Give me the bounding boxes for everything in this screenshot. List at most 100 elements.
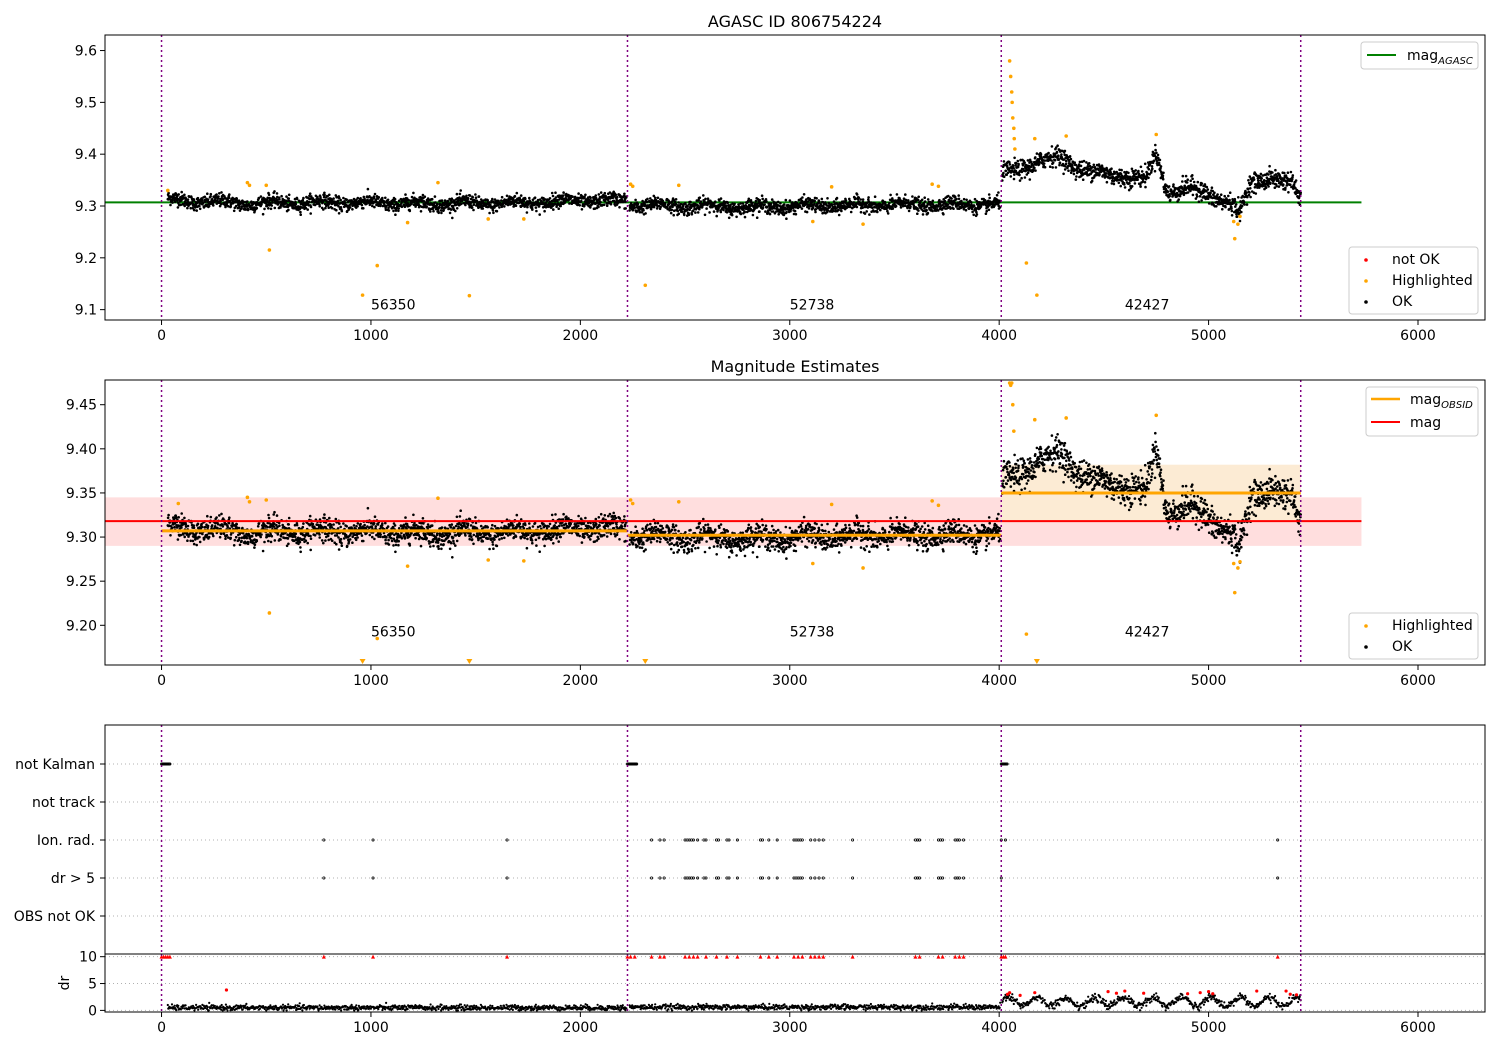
ok-point [313,534,317,537]
ok-point [594,194,598,197]
ok-point [1092,163,1096,167]
ok-point [437,211,441,215]
highlighted-point [930,182,934,187]
ok-point [253,543,257,546]
ok-point [741,202,745,205]
ok-point [703,213,707,217]
ok-point [983,199,987,202]
ok-point [228,193,231,196]
ok-point [384,196,387,200]
ok-point [465,194,468,198]
highlighted-point [486,217,491,221]
ok-point [1009,175,1013,178]
ok-point [275,514,279,517]
ok-point [227,521,231,525]
ok-point [602,203,606,207]
ok-point [1240,210,1243,214]
ok-point [589,196,592,199]
ok-point [352,524,356,527]
ok-point [471,196,475,199]
ok-point [925,208,928,212]
ok-point [459,189,463,192]
ok-point [1267,185,1270,188]
highlighted-point [936,184,941,189]
ok-point [1039,152,1043,156]
ok-point [449,208,453,211]
ok-point [500,199,503,202]
ok-point [234,535,238,539]
ok-point [227,196,231,200]
ok-point [1069,171,1073,174]
ok-point [1008,163,1012,166]
ok-point [177,193,180,196]
ok-point [1198,195,1202,198]
ok-point [551,194,555,198]
ok-point [318,205,322,208]
ok-point [867,196,870,199]
ok-point [957,194,960,197]
panel-agasc-ok-points [166,143,1302,223]
ok-point [524,197,527,201]
ok-point [815,197,818,200]
y-tick-label: 9.4 [75,147,97,163]
ok-point [407,198,411,202]
ok-point [837,213,841,217]
ok-point [345,544,349,548]
highlighted-point [630,184,635,189]
ok-point [1087,162,1091,165]
ok-point [997,191,1000,194]
ok-point [351,541,354,544]
ok-point [670,208,674,212]
ok-point [794,212,798,216]
ok-point [307,200,311,204]
ok-point [805,210,809,214]
ok-point [192,208,196,212]
ok-point [1154,148,1157,152]
ok-point [676,209,680,213]
ok-point [972,213,975,217]
ok-point [965,198,968,202]
ok-point [255,207,259,210]
ok-point [466,196,470,200]
ok-point [219,532,223,536]
ok-point [801,196,804,199]
ok-point [1043,165,1047,169]
ok-point [950,197,953,200]
ok-point [770,198,774,201]
ok-point [1197,200,1201,203]
ok-point [270,204,274,207]
ok-point [327,206,331,209]
ok-point [646,197,649,201]
ok-point [714,200,717,203]
ok-point [514,204,518,207]
ok-point [263,540,266,544]
highlighted-point [1007,59,1012,63]
ok-point [1156,153,1160,157]
ok-point [577,192,580,195]
ok-point [356,205,359,208]
ok-point [295,197,299,201]
ok-point [381,196,384,200]
ok-point [624,200,627,204]
ok-point [287,516,291,520]
ok-point [1072,172,1076,176]
ok-point [788,199,792,202]
ok-point [315,200,318,203]
ok-point [299,550,303,554]
ok-point [743,215,747,219]
ok-point [330,526,334,529]
ok-point [987,208,991,212]
ok-point [1060,153,1063,156]
ok-point [1042,162,1046,165]
ok-point [455,207,459,210]
ok-point [410,195,414,199]
ok-point [323,516,326,520]
x-tick-label: 6000 [1400,328,1436,344]
ok-point [923,196,926,199]
ok-point [1017,162,1020,166]
ok-point [474,196,478,199]
ok-point [777,213,780,216]
ok-point [237,199,241,202]
ok-point [242,200,246,204]
ok-point [849,210,853,214]
